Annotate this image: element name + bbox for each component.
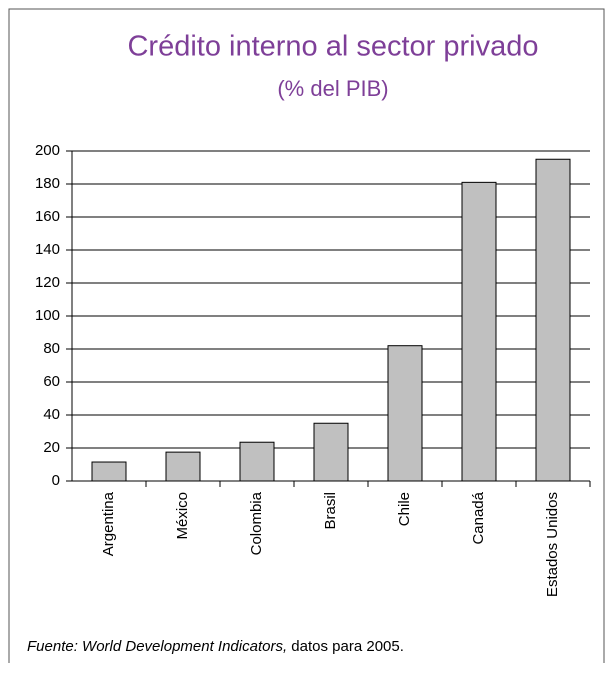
y-tick-label: 200 — [35, 142, 60, 159]
source-text: datos para 2005. — [291, 638, 404, 655]
y-tick-label: 100 — [35, 307, 60, 324]
x-tick-label: Estados Unidos — [544, 492, 561, 597]
y-tick-label: 40 — [43, 406, 60, 423]
chart-subtitle: (% del PIB) — [277, 76, 388, 101]
y-tick-label: 140 — [35, 241, 60, 258]
bar — [313, 422, 349, 482]
y-tick-label: 120 — [35, 274, 60, 291]
y-tick-label: 80 — [43, 340, 60, 357]
x-tick-label: Canadá — [470, 491, 487, 544]
x-tick-label: México — [174, 492, 191, 540]
chart-title: Crédito interno al sector privado — [127, 31, 538, 63]
x-tick-label: Brasil — [322, 492, 339, 530]
y-tick-label: 160 — [35, 208, 60, 225]
y-tick-label: 180 — [35, 175, 60, 192]
bar — [535, 158, 571, 482]
bar — [165, 451, 201, 482]
frame — [8, 8, 605, 663]
x-tick-label: Argentina — [100, 491, 117, 556]
source-note: Fuente: World Development Indicators, da… — [27, 638, 404, 655]
y-tick-label: 20 — [43, 439, 60, 456]
y-tick-label: 0 — [52, 472, 60, 489]
x-tick-label: Colombia — [248, 491, 265, 555]
x-tick-label: Chile — [396, 492, 413, 526]
bar — [91, 461, 127, 482]
bar — [239, 441, 275, 482]
bar — [461, 181, 497, 482]
y-tick-label: 60 — [43, 373, 60, 390]
bar — [387, 345, 423, 482]
source-italic: Fuente: World Development Indicators, — [27, 638, 287, 655]
